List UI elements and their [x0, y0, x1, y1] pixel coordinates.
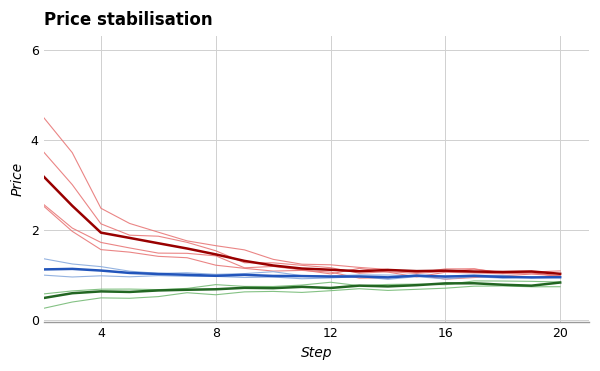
Text: Price stabilisation: Price stabilisation [44, 11, 212, 29]
X-axis label: Step: Step [301, 346, 332, 360]
Y-axis label: Price: Price [11, 162, 25, 196]
